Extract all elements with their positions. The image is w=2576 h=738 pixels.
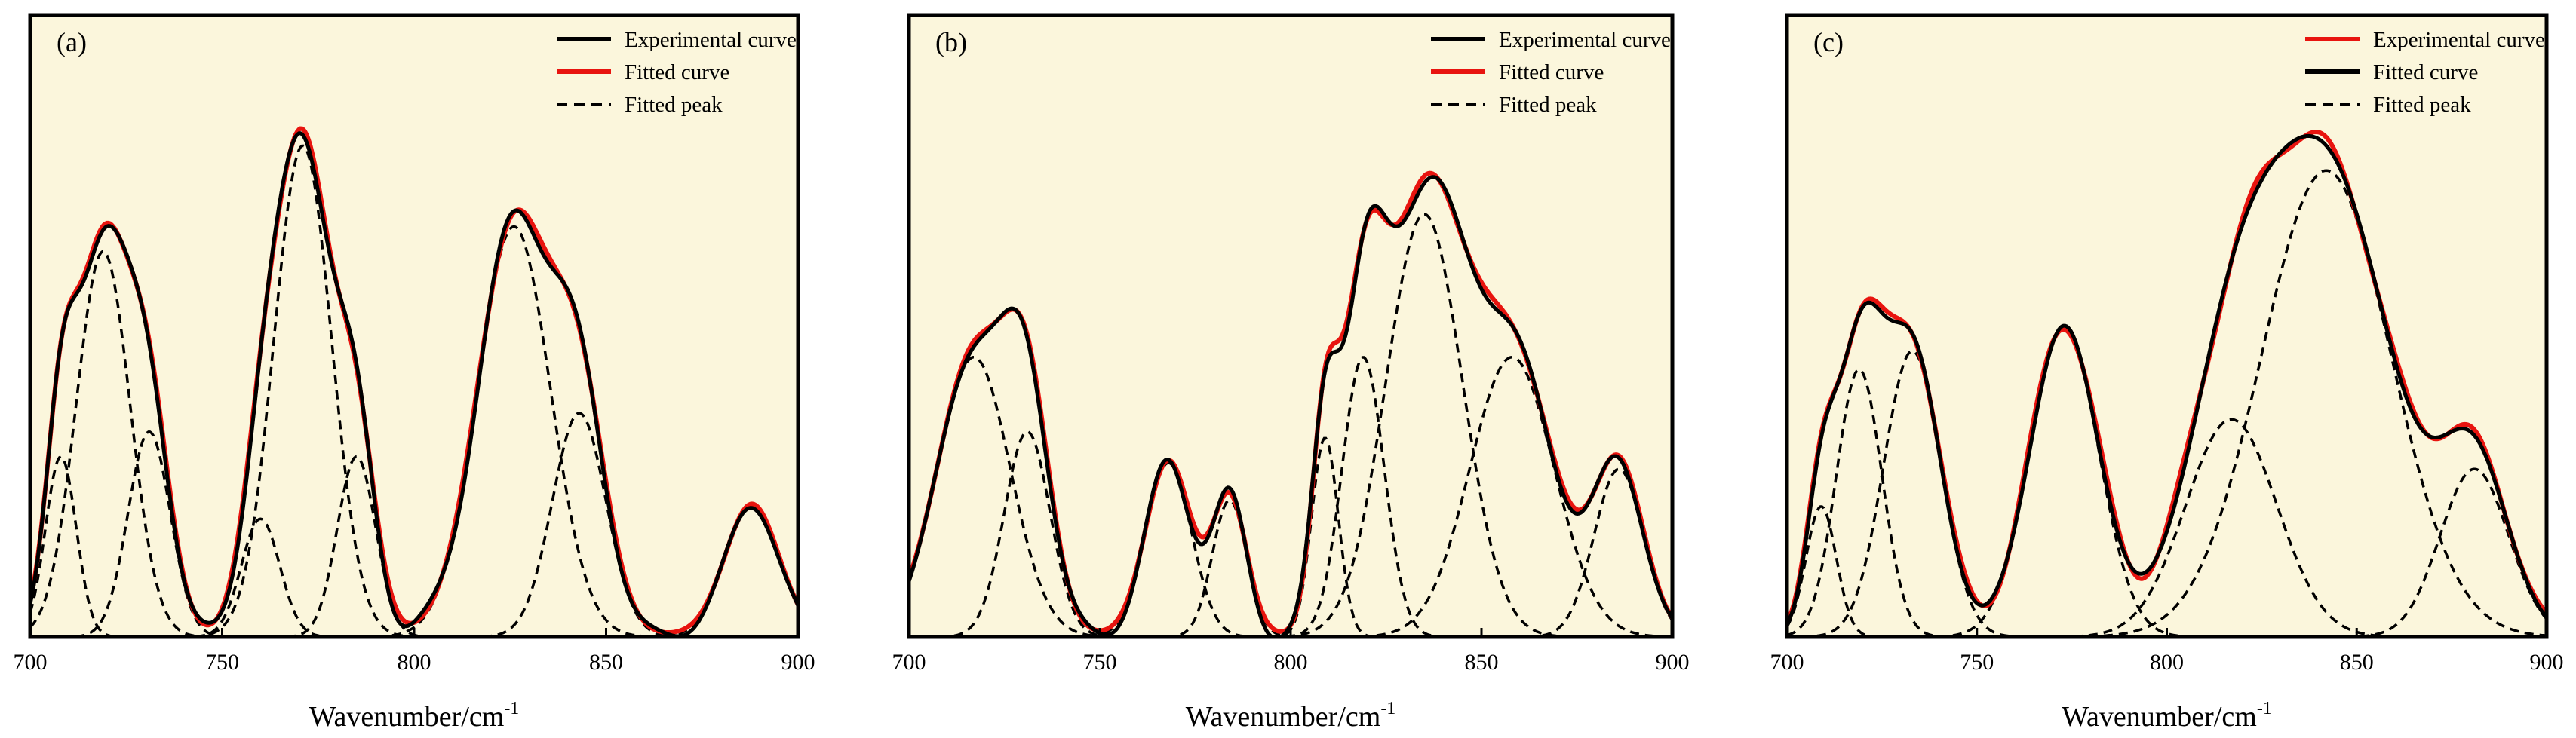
legend-label-3: Fitted peak xyxy=(625,93,723,117)
fitted-peak-7 xyxy=(1787,467,2547,637)
x-axis-label-main: Wavenumber/cm xyxy=(1186,701,1381,733)
x-tick-label: 850 xyxy=(1465,650,1499,675)
panel-label: (a) xyxy=(57,27,87,57)
x-axis-label-superscript: -1 xyxy=(504,699,519,718)
x-axis-label: Wavenumber/cm-1 xyxy=(2062,699,2272,733)
x-tick-label: 750 xyxy=(1083,650,1117,675)
legend-label-3: Fitted peak xyxy=(2373,93,2471,117)
fitted-peak-9 xyxy=(909,467,1672,637)
fitted-curve xyxy=(1787,133,2547,626)
plot-area xyxy=(909,15,1672,637)
x-tick-label: 850 xyxy=(2340,650,2374,675)
panel-label: (b) xyxy=(935,27,967,57)
x-tick-label: 800 xyxy=(2150,650,2184,675)
x-tick-label: 800 xyxy=(1274,650,1308,675)
legend-label-2: Fitted curve xyxy=(1499,60,1604,84)
x-tick-label: 800 xyxy=(398,650,431,675)
x-tick-label: 900 xyxy=(781,650,815,675)
legend-label-2: Fitted curve xyxy=(625,60,729,84)
fitted-peak-6 xyxy=(1787,169,2547,637)
x-tick-label: 700 xyxy=(14,650,48,675)
fitted-peak-7 xyxy=(30,225,798,637)
panel-label: (c) xyxy=(1813,27,1844,57)
x-axis-label-main: Wavenumber/cm xyxy=(2062,701,2257,733)
x-axis-label-superscript: -1 xyxy=(1380,699,1395,718)
x-tick-label: 850 xyxy=(589,650,623,675)
fitted-peak-2 xyxy=(909,430,1672,637)
panel-b: 700 750 800 850 900 Wavenumber/cm-1 (b) Experim… xyxy=(892,13,1690,733)
x-tick-label: 750 xyxy=(205,650,239,675)
x-tick-label: 700 xyxy=(892,650,926,675)
x-tick-label: 750 xyxy=(1960,650,1994,675)
plot-area xyxy=(30,15,798,637)
legend-label-1: Experimental curve xyxy=(2373,28,2545,52)
panel-c: 700 750 800 850 900 Wavenumber/cm-1 (c) Experim… xyxy=(1770,13,2564,733)
x-axis-label-superscript: -1 xyxy=(2257,699,2272,718)
x-axis-label: Wavenumber/cm-1 xyxy=(1186,699,1396,733)
panel-a: 700 750 800 850 900 Wavenumber/cm-1 (a) Experim… xyxy=(14,13,815,733)
x-axis-label-main: Wavenumber/cm xyxy=(309,701,505,733)
fitted-peak-2 xyxy=(30,250,798,637)
legend-label-1: Experimental curve xyxy=(1499,28,1671,52)
fitted-peak-3 xyxy=(30,430,798,637)
experimental-curve xyxy=(30,131,798,637)
x-tick-label: 700 xyxy=(1770,650,1804,675)
x-tick-label: 900 xyxy=(1656,650,1690,675)
legend-label-1: Experimental curve xyxy=(625,28,797,52)
x-tick-label: 900 xyxy=(2530,650,2564,675)
x-axis-label: Wavenumber/cm-1 xyxy=(309,699,520,733)
legend-label-2: Fitted curve xyxy=(2373,60,2478,84)
legend-label-3: Fitted peak xyxy=(1499,93,1597,117)
experimental-curve xyxy=(909,175,1672,637)
